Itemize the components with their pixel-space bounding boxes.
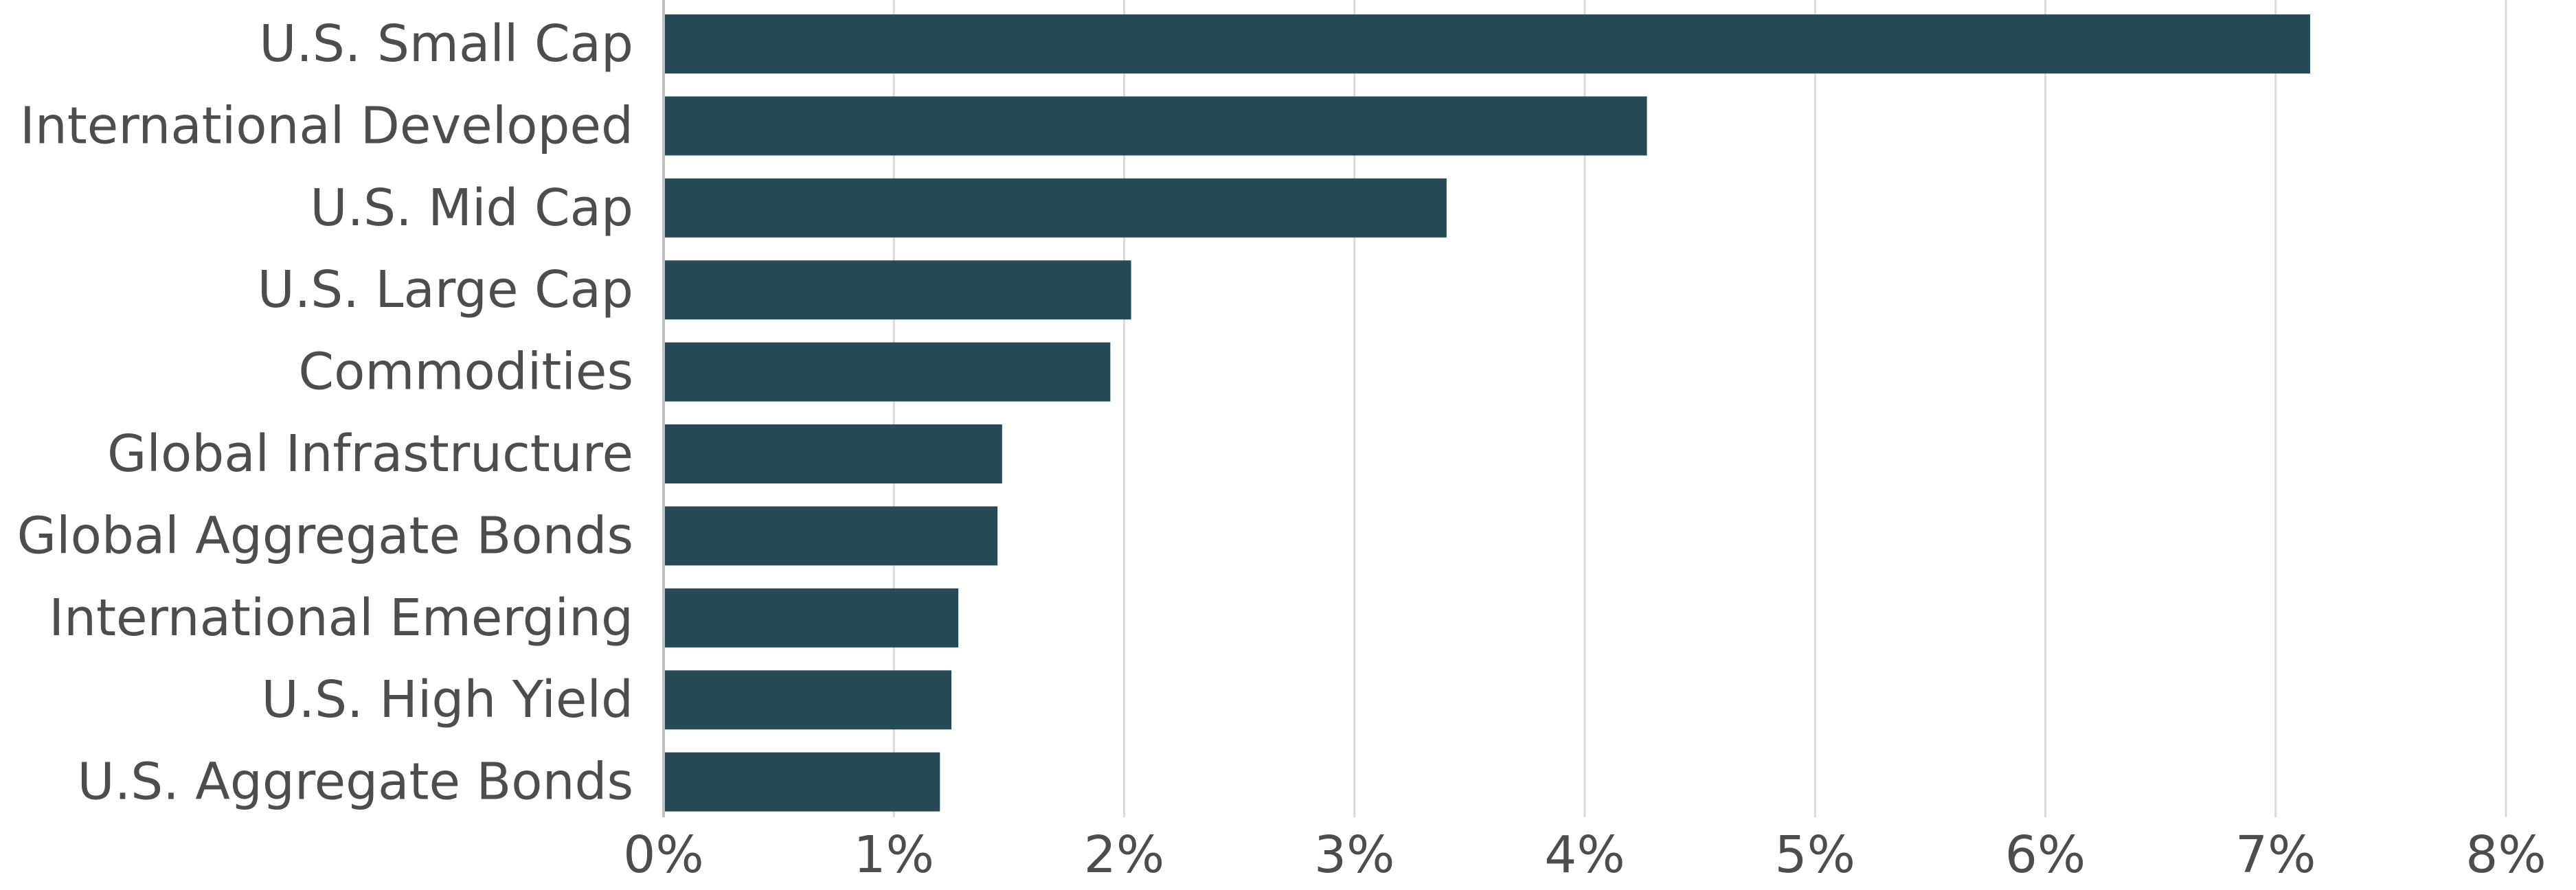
category-label: Commodities	[298, 343, 633, 402]
category-label: International Developed	[20, 96, 633, 155]
x-tick-label: 1%	[854, 825, 934, 885]
bar	[664, 96, 1647, 156]
x-tick-label: 2%	[1084, 825, 1164, 885]
bars	[664, 14, 2311, 812]
x-tick-label: 6%	[2005, 825, 2086, 885]
category-label: U.S. High Yield	[262, 670, 634, 729]
bar	[664, 588, 959, 648]
bar	[664, 342, 1111, 402]
bar	[664, 424, 1002, 483]
category-label: International Emerging	[49, 589, 633, 648]
x-tick-labels: 0% 1% 2% 3% 4% 5% 6% 7% 8%	[623, 825, 2546, 885]
category-label: Global Infrastructure	[107, 424, 633, 483]
category-label: U.S. Aggregate Bonds	[78, 753, 633, 812]
x-tick-label: 7%	[2235, 825, 2316, 885]
bar	[664, 14, 2311, 73]
category-labels: U.S. Small Cap International Developed U.S…	[17, 14, 633, 812]
category-label: U.S. Large Cap	[258, 260, 633, 319]
x-tick-label: 3%	[1314, 825, 1394, 885]
bar	[664, 670, 952, 730]
x-tick-label: 8%	[2465, 825, 2546, 885]
bar	[664, 752, 940, 812]
bar	[664, 506, 998, 566]
category-label: U.S. Small Cap	[259, 14, 633, 73]
bar	[664, 178, 1447, 238]
x-tick-label: 5%	[1775, 825, 1855, 885]
category-label: U.S. Mid Cap	[310, 179, 633, 238]
category-label: Global Aggregate Bonds	[17, 506, 633, 565]
bar	[664, 260, 1131, 320]
x-tick-label: 4%	[1544, 825, 1625, 885]
x-tick-label: 0%	[623, 825, 703, 885]
